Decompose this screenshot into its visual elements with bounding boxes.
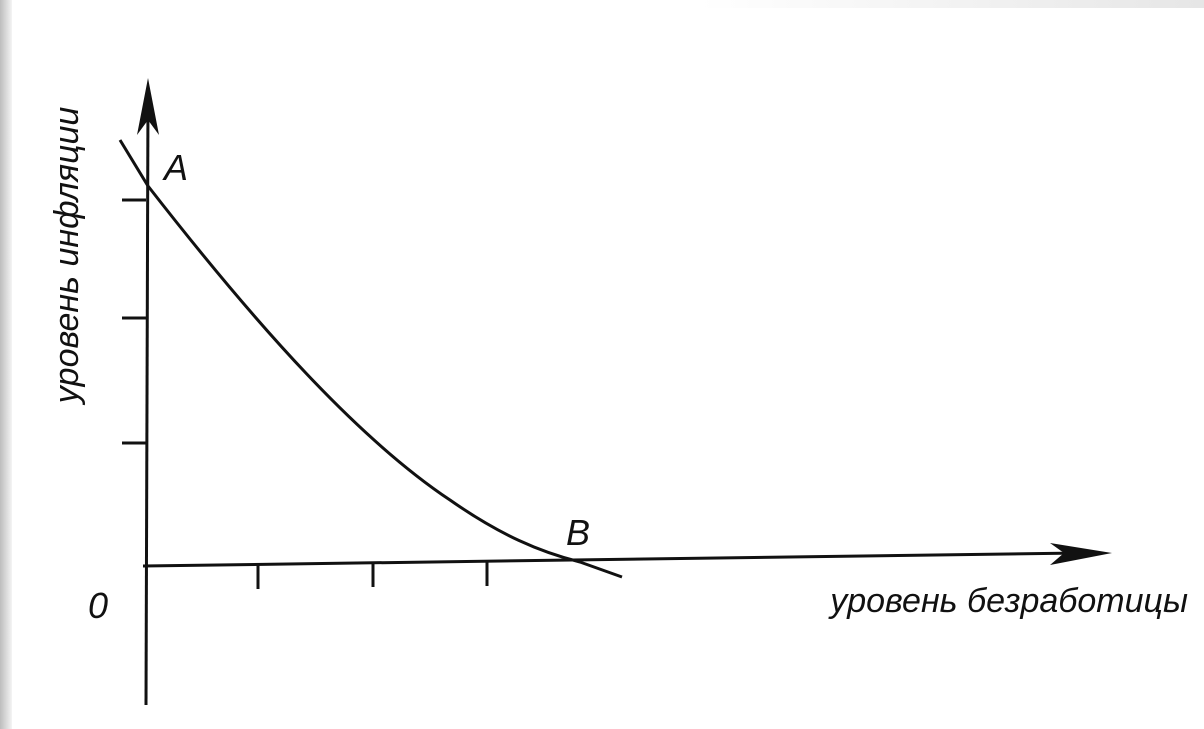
axes	[118, 94, 1081, 706]
left-edge	[0, 0, 12, 729]
y-axis	[144, 94, 150, 706]
point-b: B	[566, 512, 590, 553]
origin-label: 0	[88, 585, 108, 626]
point-a: A	[162, 147, 188, 188]
top-edge	[700, 0, 1204, 8]
x-axis	[142, 551, 1081, 568]
phillips-curve	[118, 139, 623, 579]
y-arrow	[137, 78, 159, 135]
y-axis-label: уровень инфляции	[48, 107, 86, 406]
x-axis-label: уровень безработицы	[828, 582, 1188, 620]
x-arrow	[1050, 543, 1112, 565]
